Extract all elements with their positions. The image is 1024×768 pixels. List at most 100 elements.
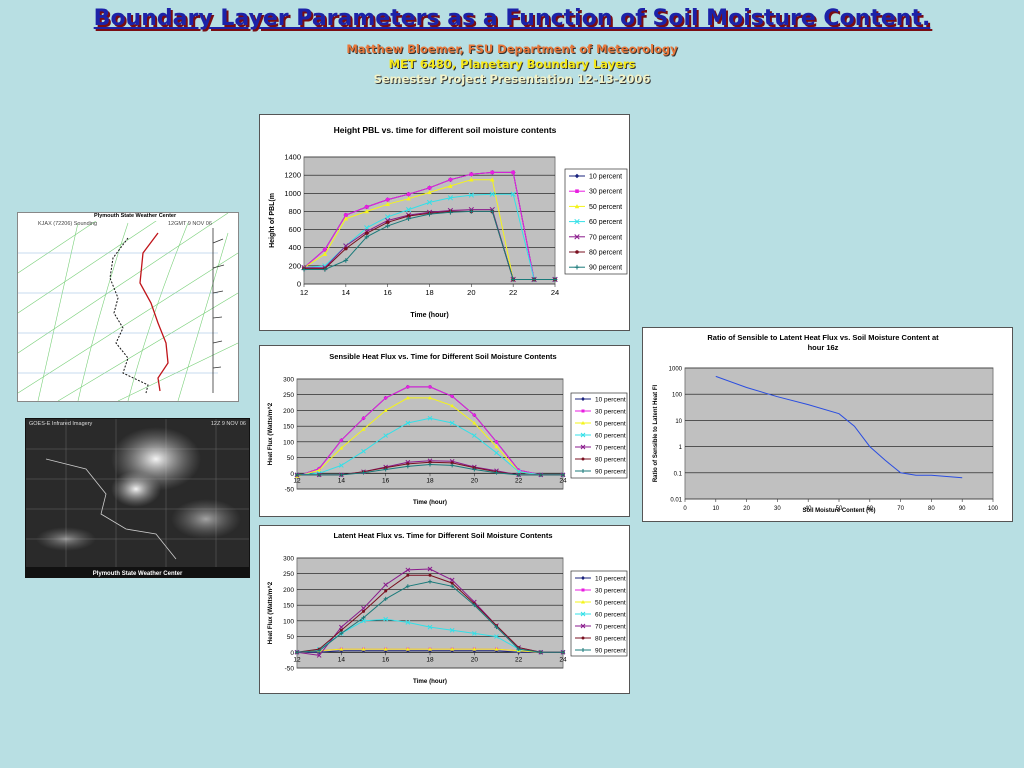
- data-point: [361, 448, 366, 454]
- data-point: [489, 191, 495, 197]
- y-tick-label: 200: [283, 587, 294, 594]
- legend-item: 10 percent: [575, 576, 626, 583]
- data-point: [428, 462, 432, 467]
- legend-label: 50 percent: [589, 204, 622, 211]
- data-point: [339, 647, 344, 651]
- legend-label: 60 percent: [589, 219, 622, 226]
- plot-area: [303, 156, 556, 285]
- y-tick-label: 250: [283, 392, 294, 399]
- x-tick-label: 16: [383, 288, 391, 297]
- satellite-label-right: 12Z 9 NOV 06: [210, 421, 246, 427]
- latent-heat-chart: Latent Heat Flux vs. Time for Different …: [267, 531, 628, 685]
- chart-title: hour 16z: [808, 343, 839, 352]
- data-point: [364, 234, 370, 240]
- x-axis-label: Time (hour): [413, 678, 447, 685]
- chart-title: Ratio of Sensible to Latent Heat Flux vs…: [707, 333, 939, 342]
- sounding-banner: Plymouth State Weather Center: [94, 213, 177, 219]
- y-tick-label: 200: [288, 261, 301, 270]
- data-point: [385, 201, 390, 206]
- y-tick-label: 100: [672, 393, 683, 399]
- x-tick-label: 20: [471, 477, 479, 484]
- data-point: [427, 415, 433, 421]
- legend-item: 80 percent: [575, 457, 626, 464]
- data-point: [427, 211, 432, 217]
- y-axis-label: Heat Flux (Watts/m^2: [267, 581, 274, 644]
- data-point: [339, 446, 344, 450]
- data-point: [449, 627, 455, 633]
- data-point: [383, 616, 389, 622]
- legend-label: 90 percent: [595, 648, 626, 655]
- x-tick-label: 22: [515, 477, 523, 484]
- pbl-height-chart: Height PBL vs. time for different soil m…: [269, 125, 628, 319]
- data-point: [472, 413, 476, 417]
- legend-item: 70 percent: [575, 445, 626, 452]
- data-point: [561, 472, 565, 477]
- data-point: [472, 603, 477, 608]
- data-point: [581, 397, 585, 401]
- sounding-label-left: KJAX (72206) Sounding: [38, 221, 98, 227]
- x-tick-label: 0: [683, 506, 687, 512]
- data-point: [317, 468, 322, 472]
- legend-item: 50 percent: [575, 421, 626, 428]
- data-point: [385, 220, 390, 225]
- x-tick-label: 18: [426, 656, 434, 663]
- data-point: [516, 472, 521, 477]
- x-tick-label: 14: [338, 656, 346, 663]
- y-tick-label: 1000: [284, 189, 301, 198]
- data-point: [427, 624, 433, 630]
- data-point: [405, 584, 410, 589]
- data-point: [428, 573, 432, 577]
- ratio-chart: Ratio of Sensible to Latent Heat Flux vs…: [653, 333, 999, 514]
- data-point: [405, 420, 411, 426]
- data-point: [405, 567, 411, 573]
- x-tick-label: 16: [382, 477, 390, 484]
- y-tick-label: -50: [285, 487, 295, 494]
- data-point: [362, 609, 365, 613]
- data-point: [361, 427, 366, 431]
- y-tick-label: -50: [285, 666, 295, 673]
- data-point: [450, 394, 454, 398]
- data-point: [339, 628, 343, 632]
- data-point: [581, 421, 585, 425]
- x-tick-label: 12: [300, 288, 308, 297]
- data-point: [427, 186, 432, 190]
- data-point: [385, 223, 390, 229]
- legend-label: 10 percent: [595, 576, 626, 583]
- x-tick-label: 20: [743, 506, 750, 512]
- y-axis-label: Heat Flux (Watts/m^2: [267, 402, 274, 465]
- latent-chart-panel: Latent Heat Flux vs. Time for Different …: [259, 525, 630, 694]
- data-point: [450, 463, 455, 468]
- page-title: Boundary Layer Parameters as a Function …: [93, 6, 931, 31]
- data-point: [469, 177, 474, 182]
- data-point: [510, 191, 516, 197]
- series-line: [715, 375, 963, 479]
- data-point: [383, 467, 388, 472]
- satellite-image: GOES-E Infrared Imagery 12Z 9 NOV 06 Ply…: [25, 418, 250, 578]
- data-point: [383, 433, 389, 438]
- data-point: [469, 172, 474, 177]
- data-point: [428, 460, 432, 464]
- data-point: [494, 634, 499, 639]
- data-point: [511, 170, 515, 175]
- x-tick-label: 40: [805, 506, 812, 512]
- data-point: [317, 648, 322, 653]
- data-point: [384, 589, 388, 593]
- data-point: [574, 173, 580, 179]
- x-tick-label: 100: [988, 506, 999, 512]
- x-tick-label: 14: [338, 477, 346, 484]
- legend-label: 50 percent: [595, 421, 626, 428]
- legend-label: 30 percent: [595, 409, 626, 416]
- legend-item: 30 percent: [575, 409, 626, 416]
- y-tick-label: 300: [283, 377, 294, 384]
- data-point: [406, 196, 411, 201]
- data-point: [405, 647, 410, 651]
- chart-title: Sensible Heat Flux vs. Time for Differen…: [329, 352, 556, 361]
- satellite-banner: Plymouth State Weather Center: [92, 571, 183, 577]
- legend-item: 10 percent: [575, 397, 626, 404]
- course-line: MET 6480, Planetary Boundary Layers: [388, 57, 636, 71]
- data-point: [383, 596, 388, 601]
- data-point: [361, 647, 366, 651]
- legend-label: 70 percent: [595, 445, 626, 452]
- satellite-label-left: GOES-E Infrared Imagery: [29, 421, 93, 427]
- data-point: [450, 461, 454, 465]
